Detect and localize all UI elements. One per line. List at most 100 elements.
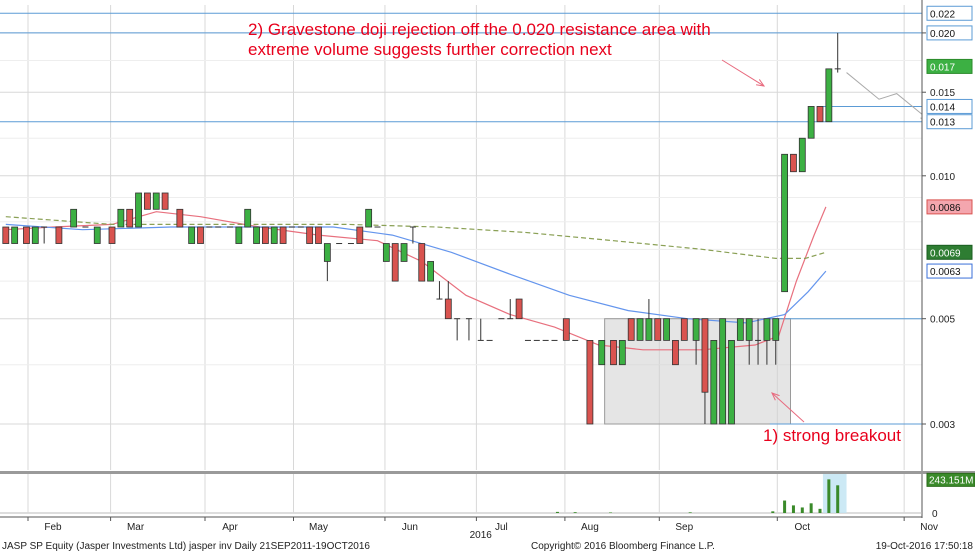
y-tick-label: 0.015	[930, 88, 955, 99]
candle-body	[93, 226, 101, 244]
candle	[610, 340, 617, 366]
volume-bar	[609, 512, 613, 513]
candle-body	[790, 153, 797, 173]
candle-body	[235, 226, 243, 244]
candle-body	[31, 226, 39, 244]
candle-body	[663, 318, 670, 341]
volume-bar	[836, 485, 840, 513]
candle-body	[365, 208, 373, 228]
candle-body	[188, 226, 196, 244]
candle-body	[728, 340, 735, 425]
x-axis-layer: Feb Mar Apr May Jun Jul Aug Sep Oct Nov 2016	[0, 516, 938, 541]
candle	[736, 318, 744, 341]
candle	[816, 106, 824, 123]
candle-body	[315, 226, 322, 244]
candle	[781, 153, 788, 293]
candle-body	[701, 318, 709, 393]
candle-body	[586, 340, 594, 425]
candle-body	[391, 243, 399, 282]
candle	[772, 318, 780, 365]
volume-tag-label: 243.151M	[929, 475, 973, 486]
breakout-arrow-head	[771, 392, 780, 401]
candle	[710, 340, 718, 425]
footer-security-info: JASP SP Equity (Jasper Investments Ltd) …	[2, 541, 370, 552]
candle-body	[2, 226, 10, 244]
x-tick-label: Feb	[44, 522, 62, 533]
candle-body	[306, 226, 314, 244]
price-tag-label: 0.014	[930, 102, 955, 113]
candle	[745, 318, 753, 365]
volume-bar	[818, 508, 822, 513]
candle	[365, 208, 373, 228]
price-tag-label: 0.022	[930, 9, 955, 20]
x-tick-label: Jul	[495, 522, 508, 533]
candle	[444, 281, 452, 320]
volume-bar	[791, 505, 795, 513]
candle-body	[736, 318, 744, 341]
price-tag: 0.013	[926, 114, 973, 130]
candle-body	[807, 106, 815, 139]
candle	[515, 298, 523, 320]
gravestone-arrow-shaft	[721, 59, 765, 87]
candle-body	[176, 208, 184, 228]
candle-body	[781, 153, 788, 293]
candle-body	[680, 318, 688, 341]
candle-body	[672, 340, 679, 366]
candle	[108, 226, 116, 244]
candle	[465, 318, 472, 341]
candle-body	[515, 298, 523, 320]
candle	[391, 243, 399, 282]
candle-body	[627, 318, 635, 341]
breakout-arrow	[771, 392, 805, 423]
candle	[253, 226, 260, 244]
candle-body	[279, 226, 287, 244]
candle-body	[23, 226, 30, 244]
price-tag-label: 0.0063	[930, 267, 961, 278]
candle-body	[798, 137, 806, 173]
candle	[306, 226, 314, 244]
candle	[627, 318, 635, 341]
candle-body	[70, 208, 78, 228]
candle	[807, 106, 815, 139]
price-tag-box	[926, 5, 973, 21]
volume-bar	[688, 512, 692, 513]
candle	[507, 299, 514, 320]
x-tick-label: Apr	[222, 522, 238, 533]
x-tick-label: May	[309, 522, 328, 533]
annotation-gravestone-line: extreme volume suggests further correcti…	[248, 40, 612, 59]
candle-body	[197, 226, 204, 244]
footer-copyright: Copyright© 2016 Bloomberg Finance L.P.	[531, 541, 715, 552]
candle-body	[126, 208, 134, 228]
x-tick-label: Mar	[127, 522, 145, 533]
candle	[654, 318, 662, 341]
candle-body	[261, 226, 269, 244]
candle	[562, 318, 570, 341]
candle-body	[654, 318, 662, 341]
candle	[197, 226, 204, 244]
volume-zero-label: 0	[932, 509, 938, 520]
y-tick-label: 0.010	[930, 172, 955, 183]
candle-body	[253, 226, 260, 244]
x-tick-label: Oct	[795, 522, 811, 533]
price-tag-box	[926, 199, 973, 215]
candle	[55, 226, 63, 244]
candles-layer	[2, 32, 841, 425]
price-tag-box	[926, 114, 973, 130]
gravestone-arrow	[721, 59, 766, 87]
candle	[834, 32, 841, 73]
candle-body	[270, 226, 278, 244]
price-tag-label: 0.0069	[930, 248, 961, 259]
price-tag-label: 0.020	[930, 29, 955, 40]
x-tick-label: Aug	[581, 522, 599, 533]
price-tag-box	[926, 244, 973, 260]
candle	[2, 226, 10, 244]
candle-body	[400, 243, 408, 262]
candle-body	[427, 261, 435, 282]
candle-body	[618, 340, 626, 366]
candle	[790, 153, 797, 173]
candle-body	[610, 340, 617, 366]
candle-body	[745, 318, 753, 341]
volume-bar	[809, 503, 813, 513]
candle	[663, 318, 670, 341]
